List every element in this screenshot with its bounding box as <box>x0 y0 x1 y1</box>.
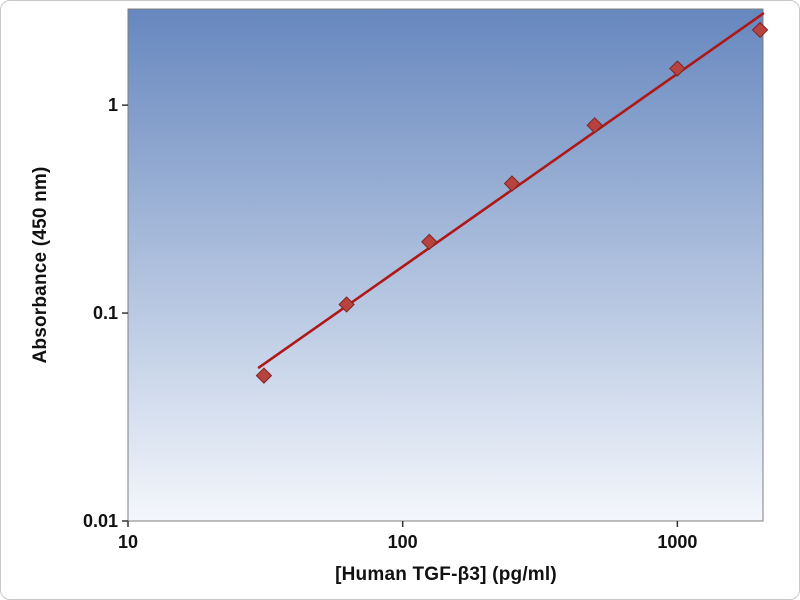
x-axis-label: [Human TGF-β3] (pg/ml) <box>335 564 557 585</box>
plot-border <box>127 8 764 522</box>
x-tick-label: 1000 <box>657 532 697 552</box>
data-point <box>586 117 603 134</box>
data-point <box>338 296 355 313</box>
plot-background <box>128 9 763 521</box>
data-point <box>503 175 521 192</box>
y-tick-label: 0.01 <box>83 511 118 531</box>
data-point <box>669 60 686 77</box>
data-point <box>255 367 273 384</box>
y-axis-label: Absorbance (450 nm) <box>30 166 51 364</box>
x-tick-label: 10 <box>118 532 138 552</box>
y-tick-label: 1 <box>108 95 118 115</box>
data-point <box>421 233 438 251</box>
data-point <box>751 21 769 39</box>
y-tick-label: 0.1 <box>93 303 118 323</box>
x-tick-label: 100 <box>388 532 418 552</box>
